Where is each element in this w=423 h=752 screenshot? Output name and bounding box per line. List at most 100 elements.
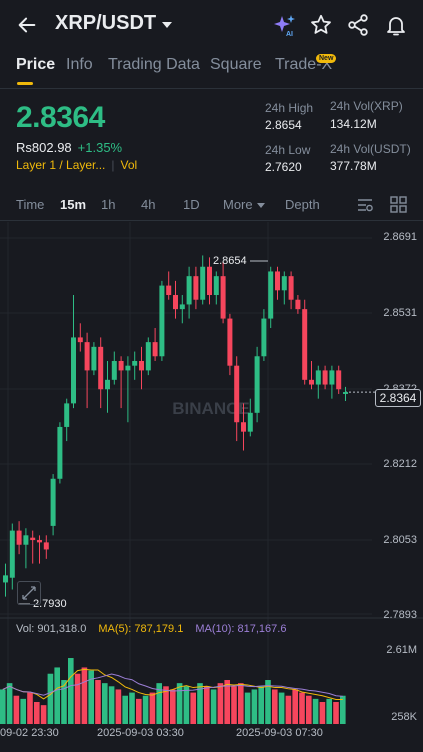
volume-bar — [129, 692, 135, 724]
vol-ma10: MA(10): 817,167.6 — [195, 623, 287, 635]
volume-legend: Vol: 901,318.0 MA(5): 787,179.1 MA(10): … — [16, 623, 286, 635]
volume-bar — [102, 683, 108, 724]
pair-title: XRP/USDT — [55, 12, 157, 34]
candle-body — [241, 422, 246, 432]
volume-bar — [306, 695, 312, 724]
candle-body — [254, 356, 260, 413]
candle-body — [329, 370, 335, 385]
tab-price[interactable]: Price — [16, 56, 56, 73]
volume-bar — [244, 692, 251, 724]
candle-body — [213, 276, 219, 296]
candle-body — [139, 360, 144, 371]
candle-body — [200, 266, 206, 300]
ai-sparkle-icon[interactable]: AI — [272, 13, 296, 37]
volume-bar — [0, 689, 6, 724]
back-arrow-icon[interactable] — [16, 14, 38, 36]
candle-body — [98, 346, 104, 390]
volume-bar — [27, 692, 33, 724]
chevron-down-icon — [162, 21, 173, 28]
pair-selector[interactable]: XRP/USDT — [55, 12, 173, 35]
tag-vol[interactable]: Vol — [120, 158, 138, 172]
volume-bar — [81, 667, 88, 724]
candle-body — [207, 266, 212, 296]
volume-bar — [47, 673, 54, 724]
price-tick: 2.7893 — [383, 609, 417, 621]
candle-body — [145, 342, 151, 371]
candle-body — [336, 370, 342, 390]
volume-bar — [108, 686, 115, 724]
candle-body — [57, 426, 63, 479]
tf-time[interactable]: Time — [16, 197, 45, 212]
tag-separator: | — [111, 158, 115, 172]
volume-bar — [149, 692, 156, 724]
volume-bar — [136, 698, 142, 724]
tag-row: Layer 1 / Layer... | Vol — [16, 158, 137, 172]
star-icon[interactable] — [309, 13, 333, 37]
volume-bar — [258, 686, 264, 724]
volume-bar — [340, 695, 346, 724]
time-label: 2025-09-03 07:30 — [236, 727, 323, 739]
fullscreen-button[interactable] — [17, 581, 41, 605]
tab-square[interactable]: Square — [210, 56, 262, 73]
tf-more[interactable]: More — [223, 197, 265, 212]
volume-bar — [292, 689, 298, 724]
candle-body — [234, 365, 240, 423]
volume-bar — [224, 680, 230, 724]
candle-body — [186, 276, 192, 305]
candle-body — [77, 337, 83, 343]
volume-bar — [272, 689, 278, 724]
volume-bar — [326, 698, 332, 724]
volume-bar — [6, 683, 13, 724]
bell-icon[interactable] — [384, 13, 408, 37]
indicator-settings-icon[interactable] — [356, 196, 374, 214]
volume-bar — [197, 683, 203, 724]
candle-body — [125, 365, 131, 371]
candle-body — [30, 537, 36, 541]
volume-bar — [88, 670, 94, 724]
candle-body — [275, 271, 280, 291]
share-icon[interactable] — [346, 13, 370, 37]
candle-body — [179, 304, 185, 310]
tf-depth[interactable]: Depth — [285, 197, 320, 212]
candle-body — [281, 276, 287, 291]
tag-layer[interactable]: Layer 1 / Layer... — [16, 158, 106, 172]
vol-usdt-value: 377.78M — [330, 159, 377, 173]
top-bar: XRP/USDT AI — [0, 0, 423, 50]
volume-bar — [61, 680, 67, 724]
volume-bar — [217, 683, 224, 724]
volume-bar — [40, 705, 47, 724]
chevron-down-icon — [256, 203, 265, 209]
timeframe-divider — [0, 220, 423, 221]
candle-body — [23, 535, 29, 545]
tf-1d[interactable]: 1D — [183, 197, 200, 212]
candle-body — [227, 318, 233, 366]
volume-bar — [13, 695, 20, 724]
tf-4h[interactable]: 4h — [141, 197, 156, 212]
volume-bar — [285, 695, 292, 724]
volume-bar — [299, 692, 305, 724]
ma5-line — [2, 668, 343, 700]
tabs-divider — [0, 88, 423, 89]
volume-bar — [333, 702, 339, 724]
tab-info[interactable]: Info — [66, 56, 93, 73]
volume-bar — [210, 689, 217, 724]
volume-bar — [95, 680, 101, 724]
grid-layout-icon[interactable] — [390, 196, 407, 213]
candle-body — [309, 379, 314, 385]
candle-body — [295, 299, 301, 310]
candle-body — [159, 285, 165, 357]
volume-bar — [238, 683, 244, 724]
volume-bar — [54, 667, 60, 724]
candle-body — [343, 392, 348, 394]
binance-watermark: BINANCE — [172, 399, 249, 418]
vol-tick: 258K — [391, 711, 417, 723]
candle-body — [71, 337, 76, 404]
candle-body — [132, 360, 138, 366]
tf-15m[interactable]: 15m — [60, 197, 87, 212]
tab-trading-data[interactable]: Trading Data — [108, 56, 200, 73]
svg-text:AI: AI — [286, 31, 293, 37]
volume-bar — [319, 702, 326, 724]
tf-1h[interactable]: 1h — [101, 197, 116, 212]
volume-bar — [312, 698, 319, 724]
high-marker-label: 2.8654 — [213, 255, 247, 267]
